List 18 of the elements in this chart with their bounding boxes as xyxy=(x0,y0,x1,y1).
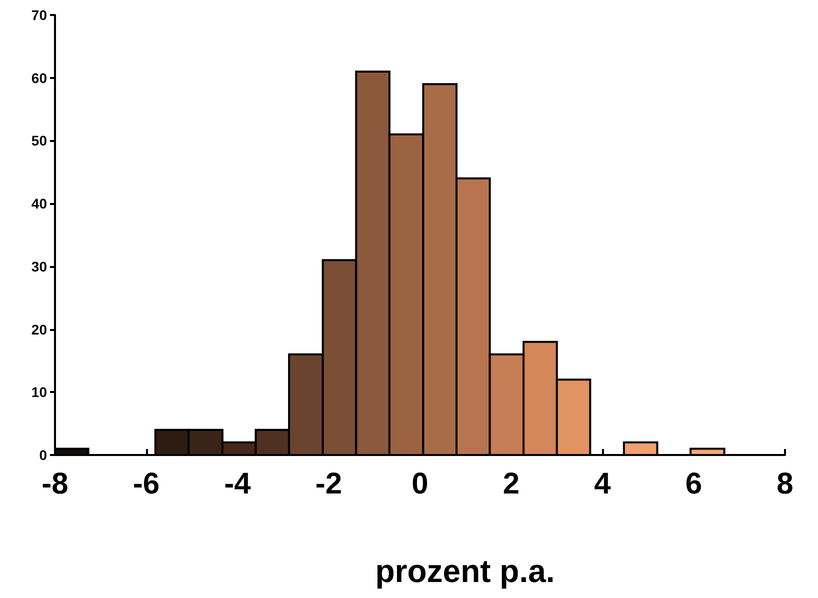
x-tick-label: -2 xyxy=(315,468,342,500)
y-tick-label: 70 xyxy=(31,7,48,23)
y-tick-label: 30 xyxy=(31,258,48,274)
x-tick-label: 0 xyxy=(412,468,428,500)
y-tick-label: 20 xyxy=(31,321,48,338)
x-tick-label: 4 xyxy=(594,468,612,500)
x-tick-label: -6 xyxy=(132,468,160,500)
x-tick-label: 8 xyxy=(776,468,794,500)
x-axis-title: prozent p.a. xyxy=(375,553,555,589)
y-tick-label: 0 xyxy=(39,447,48,463)
x-tick-label: -4 xyxy=(224,468,252,500)
x-tick-label: 6 xyxy=(685,468,702,500)
y-tick-label: 10 xyxy=(31,384,48,400)
x-tick-label: 2 xyxy=(502,468,520,500)
x-tick-label: -8 xyxy=(42,468,68,500)
y-tick-label: 60 xyxy=(31,70,48,86)
y-tick-label: 50 xyxy=(31,132,48,149)
y-tick-label: 40 xyxy=(31,196,48,212)
